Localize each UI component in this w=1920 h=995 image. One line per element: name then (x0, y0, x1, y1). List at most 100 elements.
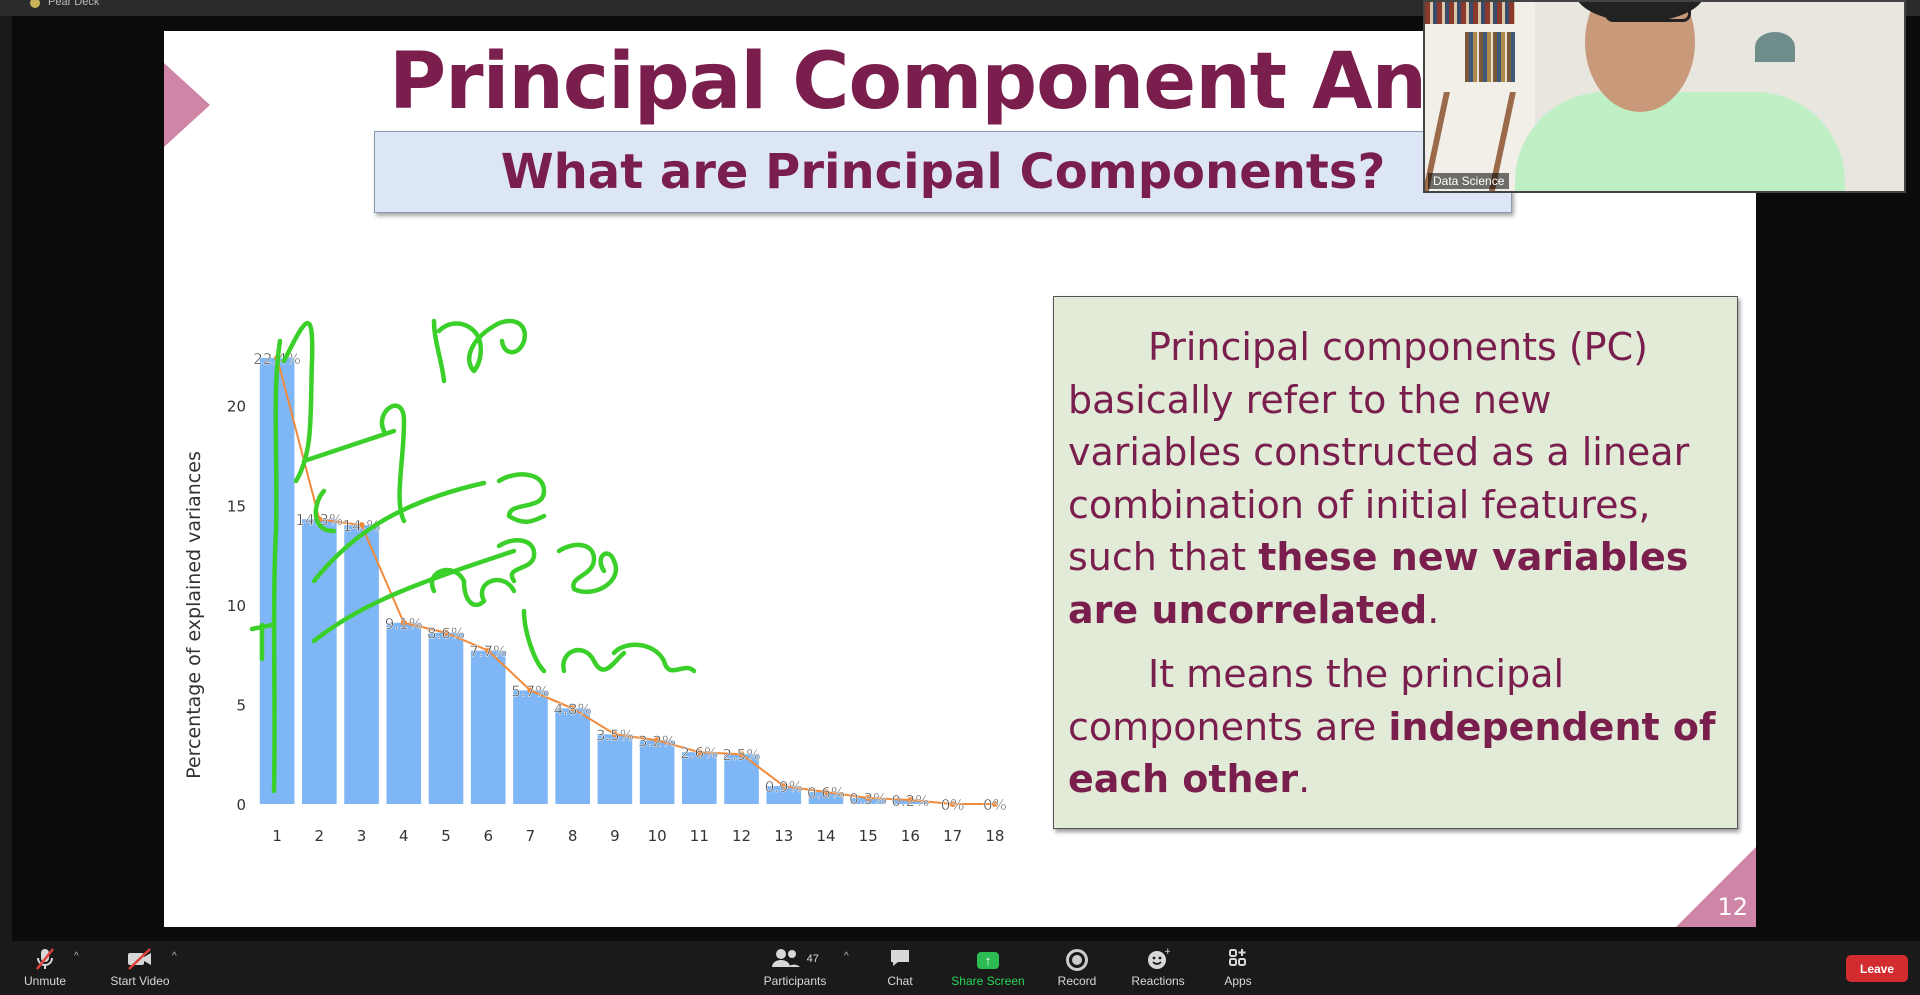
series-point (569, 705, 576, 712)
participants-button[interactable]: 47 Participants (760, 947, 830, 991)
paragraph-2-end: . (1298, 757, 1311, 801)
data-label: 14.3% (296, 511, 344, 529)
y-axis-label: Percentage of explained variances (183, 451, 205, 779)
meeting-toolbar: Unmute ^ Start Video ^ 47 Participants ^… (0, 941, 1920, 995)
series-line (276, 357, 995, 805)
explanation-textbox: Principal components (PC) basically refe… (1053, 296, 1738, 829)
x-tick-label: 6 (483, 827, 493, 845)
bar (766, 786, 802, 804)
x-tick-label: 9 (610, 827, 620, 845)
bar (682, 752, 717, 804)
x-tick-label: 17 (943, 827, 962, 845)
handwritten-annotation (271, 338, 283, 794)
share-screen-icon: ↑ (950, 947, 1026, 971)
handwritten-annotation (281, 321, 315, 484)
data-label: 5.7% (511, 682, 549, 700)
x-tick-label: 7 (526, 827, 536, 845)
x-tick-label: 5 (441, 827, 451, 845)
y-tick-label: 5 (236, 696, 246, 714)
y-tick-label: 15 (227, 497, 246, 515)
bar (513, 690, 548, 804)
data-label: 0% (983, 796, 1007, 814)
series-point (991, 801, 998, 807)
paragraph-2: It means the principal components are in… (1068, 648, 1719, 806)
series-point (400, 619, 407, 626)
paragraph-1-text: Principal components (PC) basically refe… (1068, 325, 1690, 579)
x-tick-label: 16 (901, 827, 920, 845)
leave-button[interactable]: Leave (1846, 955, 1908, 982)
series-point (780, 783, 787, 790)
series-point (443, 629, 449, 636)
participants-count: 47 (806, 953, 819, 965)
handwritten-annotation (379, 403, 407, 524)
record-label: Record (1057, 974, 1097, 988)
unmute-label: Unmute (23, 974, 67, 988)
bar (344, 525, 379, 804)
bar (597, 734, 633, 804)
window-title: Pear Deck (48, 0, 100, 8)
data-label: 0.3% (849, 790, 887, 808)
start-video-label: Start Video (110, 974, 170, 988)
data-label: 0% (941, 796, 965, 814)
paragraph-1-end: . (1427, 587, 1440, 632)
video-camera-off-icon (104, 947, 176, 971)
slide-number: 12 (1717, 893, 1748, 921)
series-point (696, 749, 703, 756)
chat-label: Chat (887, 974, 913, 988)
record-button[interactable]: Record (1055, 947, 1099, 991)
x-tick-label: 15 (859, 827, 878, 845)
svg-text:+: + (1164, 947, 1170, 957)
data-label: 2.5% (723, 746, 761, 764)
microphone-muted-icon (18, 947, 72, 971)
x-tick-label: 8 (568, 827, 578, 845)
chat-bubble-icon (880, 947, 920, 971)
y-tick-label: 10 (227, 597, 246, 615)
paragraph-1: Principal components (PC) basically refe… (1068, 321, 1719, 636)
bar (470, 650, 506, 804)
series-point (485, 647, 492, 654)
reactions-button[interactable]: + Reactions (1128, 947, 1188, 991)
x-tick-label: 4 (399, 827, 409, 845)
x-tick-label: 12 (732, 827, 751, 845)
handwritten-annotation (311, 548, 517, 644)
x-tick-label: 1 (272, 827, 282, 845)
data-label: 8.6% (427, 625, 465, 643)
unmute-button[interactable]: Unmute (18, 947, 72, 991)
handwritten-annotation (479, 578, 517, 604)
record-icon (1055, 947, 1099, 971)
data-label: 0.2% (891, 792, 929, 810)
webcam-thumbnail[interactable]: Data Science (1423, 0, 1906, 193)
x-tick-label: 2 (315, 827, 325, 845)
x-tick-label: 10 (648, 827, 667, 845)
data-label: 7.7% (469, 643, 507, 661)
scree-chart: Percentage of explained variances 0 5 10 15 2… (164, 281, 1044, 861)
apps-button[interactable]: Apps (1220, 947, 1256, 991)
handwritten-annotation (429, 568, 487, 608)
handwritten-annotation (611, 642, 697, 674)
handwritten-annotation (431, 318, 527, 384)
start-video-button[interactable]: Start Video (104, 947, 176, 991)
share-screen-button[interactable]: ↑ Share Screen (950, 947, 1026, 991)
series-point (611, 731, 618, 738)
app-icon (30, 0, 40, 8)
audio-options-caret[interactable]: ^ (74, 951, 79, 962)
y-tick-label: 0 (236, 796, 246, 814)
slide-arrow-decoration (164, 63, 210, 147)
participants-label: Participants (763, 974, 827, 988)
handwritten-annotation (521, 608, 547, 674)
x-tick-label: 3 (357, 827, 367, 845)
apps-grid-icon (1220, 947, 1256, 971)
chat-button[interactable]: Chat (880, 947, 920, 991)
data-label: 9.1% (385, 615, 423, 633)
handwritten-annotation (496, 538, 537, 584)
video-options-caret[interactable]: ^ (172, 951, 177, 962)
reactions-label: Reactions (1131, 974, 1185, 988)
series-point (654, 737, 661, 744)
y-tick-label: 20 (227, 398, 246, 416)
bar (302, 519, 337, 804)
presenter-shirt (1515, 92, 1845, 191)
participants-options-caret[interactable]: ^ (844, 951, 849, 962)
webcam-name-label: Data Science (1428, 173, 1510, 189)
smiley-plus-icon: + (1128, 947, 1188, 971)
lamp (1755, 32, 1795, 62)
